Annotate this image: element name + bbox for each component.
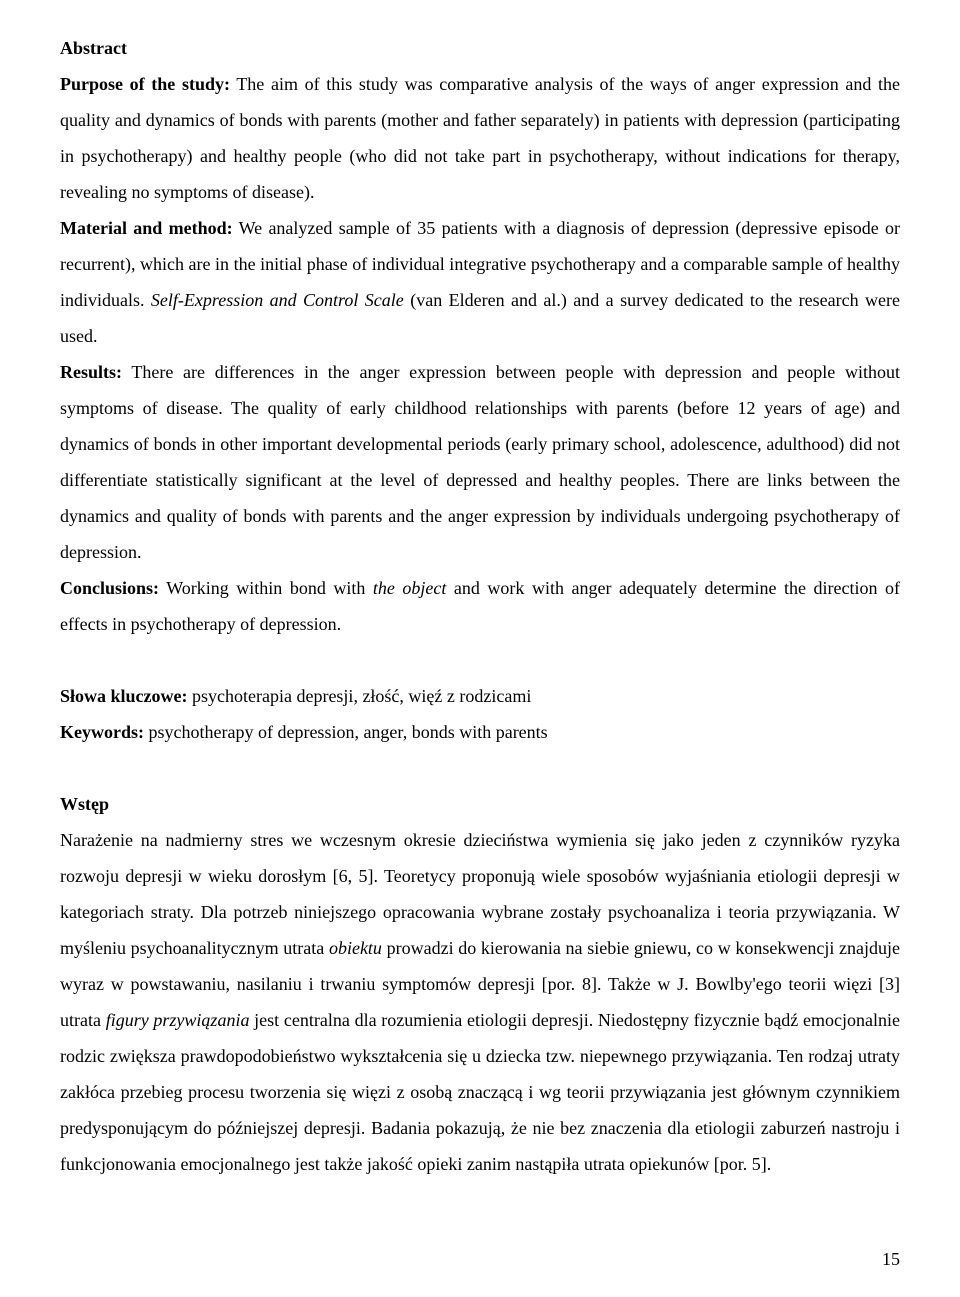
wstep-text-3: jest centralna dla rozumienia etiologii …	[60, 1010, 900, 1174]
wstep-heading: Wstęp	[60, 786, 900, 822]
keywords-text: psychotherapy of depression, anger, bond…	[144, 722, 548, 742]
material-paragraph: Material and method: We analyzed sample …	[60, 210, 900, 354]
document-page: Abstract Purpose of the study: The aim o…	[0, 0, 960, 1297]
keywords-label: Keywords:	[60, 722, 144, 742]
results-paragraph: Results: There are differences in the an…	[60, 354, 900, 570]
page-number: 15	[882, 1241, 900, 1277]
conclusions-label: Conclusions:	[60, 578, 159, 598]
wstep-paragraph: Narażenie na nadmierny stres we wczesnym…	[60, 822, 900, 1182]
abstract-heading: Abstract	[60, 30, 900, 66]
conclusions-italic: the object	[373, 578, 447, 598]
material-label: Material and method:	[60, 218, 233, 238]
slowa-text: psychoterapia depresji, złość, więź z ro…	[188, 686, 532, 706]
material-italic: Self-Expression and Control Scale	[151, 290, 404, 310]
keywords-line: Keywords: psychotherapy of depression, a…	[60, 714, 900, 750]
results-text: There are differences in the anger expre…	[60, 362, 900, 562]
slowa-label: Słowa kluczowe:	[60, 686, 188, 706]
purpose-paragraph: Purpose of the study: The aim of this st…	[60, 66, 900, 210]
results-label: Results:	[60, 362, 122, 382]
section-spacer	[60, 642, 900, 678]
purpose-label: Purpose of the study:	[60, 74, 230, 94]
conclusions-paragraph: Conclusions: Working within bond with th…	[60, 570, 900, 642]
section-spacer	[60, 750, 900, 786]
slowa-kluczowe: Słowa kluczowe: psychoterapia depresji, …	[60, 678, 900, 714]
wstep-italic-1: obiektu	[329, 938, 382, 958]
wstep-italic-2: figury przywiązania	[106, 1010, 250, 1030]
conclusions-text-1: Working within bond with	[159, 578, 373, 598]
